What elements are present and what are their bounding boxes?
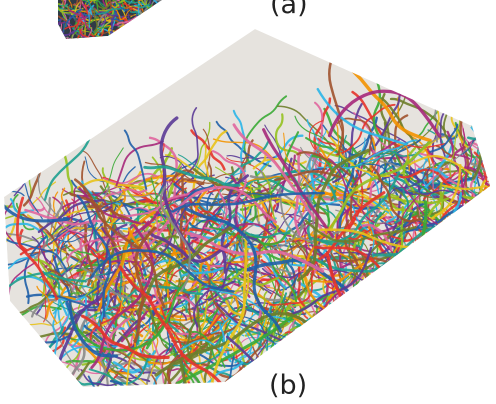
panel-label-b: (b) bbox=[269, 370, 308, 401]
fiber-network-image bbox=[4, 29, 490, 387]
panel-label-a: (a) bbox=[270, 0, 308, 20]
fiber-mesh-corner-image bbox=[58, 0, 162, 39]
